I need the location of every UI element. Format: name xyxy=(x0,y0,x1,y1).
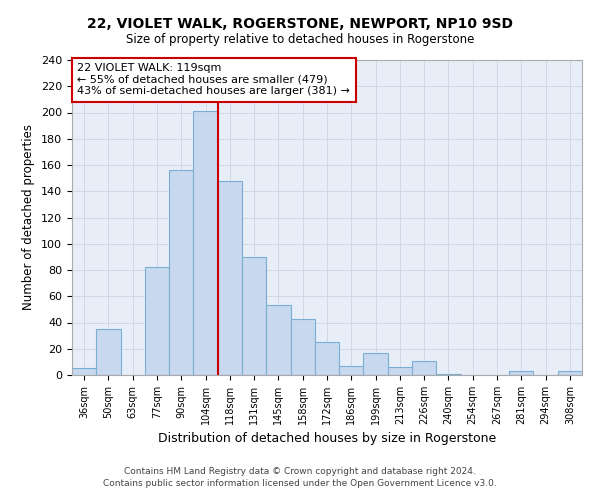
Y-axis label: Number of detached properties: Number of detached properties xyxy=(22,124,35,310)
Bar xyxy=(266,306,290,375)
Bar xyxy=(145,268,169,375)
Bar xyxy=(315,342,339,375)
Bar xyxy=(218,180,242,375)
Bar xyxy=(242,257,266,375)
Bar xyxy=(364,352,388,375)
Bar xyxy=(96,329,121,375)
Bar xyxy=(436,374,461,375)
Bar xyxy=(558,371,582,375)
Text: Contains public sector information licensed under the Open Government Licence v3: Contains public sector information licen… xyxy=(103,478,497,488)
Bar xyxy=(339,366,364,375)
Bar xyxy=(290,318,315,375)
Bar xyxy=(169,170,193,375)
Text: Size of property relative to detached houses in Rogerstone: Size of property relative to detached ho… xyxy=(126,32,474,46)
Text: Contains HM Land Registry data © Crown copyright and database right 2024.: Contains HM Land Registry data © Crown c… xyxy=(124,467,476,476)
Text: 22, VIOLET WALK, ROGERSTONE, NEWPORT, NP10 9SD: 22, VIOLET WALK, ROGERSTONE, NEWPORT, NP… xyxy=(87,18,513,32)
Bar xyxy=(388,367,412,375)
Bar xyxy=(509,371,533,375)
Bar xyxy=(412,360,436,375)
Text: 22 VIOLET WALK: 119sqm
← 55% of detached houses are smaller (479)
43% of semi-de: 22 VIOLET WALK: 119sqm ← 55% of detached… xyxy=(77,63,350,96)
Bar xyxy=(193,111,218,375)
X-axis label: Distribution of detached houses by size in Rogerstone: Distribution of detached houses by size … xyxy=(158,432,496,446)
Bar xyxy=(72,368,96,375)
